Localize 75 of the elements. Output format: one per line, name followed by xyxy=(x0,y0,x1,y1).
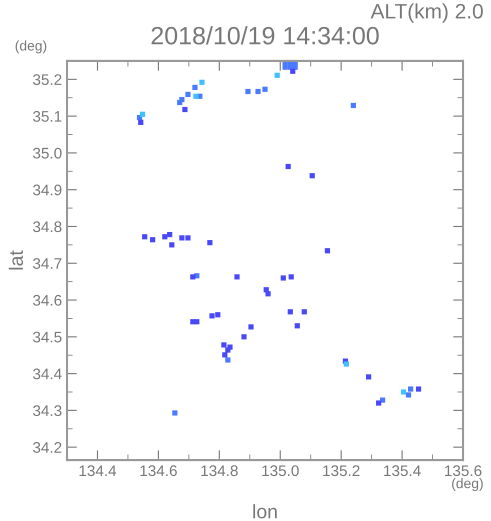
point xyxy=(199,80,205,85)
point xyxy=(248,324,254,330)
point xyxy=(185,235,191,240)
y-tick-label: 34.5 xyxy=(33,332,62,343)
y-tick-label: 34.7 xyxy=(33,258,62,269)
point xyxy=(225,357,230,363)
y-tick-label: 34.3 xyxy=(33,405,62,416)
point xyxy=(302,309,307,314)
point xyxy=(255,88,261,94)
text: (deg) xyxy=(452,478,483,492)
point xyxy=(138,120,144,125)
x-tick-label: 135.4 xyxy=(384,465,421,476)
point xyxy=(167,232,172,238)
point xyxy=(376,400,382,406)
point xyxy=(288,274,294,280)
point xyxy=(310,173,315,178)
point xyxy=(282,64,288,70)
text: (deg) xyxy=(16,40,46,54)
y-tick-label: 35.2 xyxy=(33,74,62,86)
point xyxy=(416,386,422,392)
point xyxy=(140,112,146,117)
point xyxy=(234,274,240,280)
point xyxy=(350,102,356,108)
point xyxy=(209,313,215,318)
y-tick-label: 34.4 xyxy=(33,368,62,380)
y-tick-label: 35.1 xyxy=(33,111,62,122)
text: ALT(km) 2.0 xyxy=(370,3,483,23)
point xyxy=(294,323,300,328)
point xyxy=(169,242,174,248)
x-tick-label: 134.6 xyxy=(140,465,177,476)
point xyxy=(182,106,188,112)
point xyxy=(290,68,296,74)
point xyxy=(185,92,191,98)
point xyxy=(194,319,200,324)
x-tick-label: 135.0 xyxy=(262,465,299,476)
point xyxy=(193,94,198,99)
point xyxy=(245,88,251,94)
x-tick-label: 135.6 xyxy=(445,465,482,476)
y-axis-title: lat xyxy=(8,250,24,270)
y-tick-label: 35.0 xyxy=(33,148,62,159)
point xyxy=(177,100,182,106)
point xyxy=(221,342,226,348)
point xyxy=(142,234,148,240)
point xyxy=(401,389,406,395)
point xyxy=(222,352,228,358)
point xyxy=(408,386,414,392)
point xyxy=(190,274,196,280)
point xyxy=(207,240,212,246)
point xyxy=(406,392,412,398)
point xyxy=(288,309,293,314)
point xyxy=(366,374,372,380)
point xyxy=(179,235,184,240)
point xyxy=(286,164,291,170)
x-tick-label: 134.4 xyxy=(80,465,116,476)
x-tick-label: 134.8 xyxy=(201,465,238,476)
y-tick-label: 34.8 xyxy=(33,221,62,232)
x-tick-label: 135.2 xyxy=(323,465,360,476)
point xyxy=(162,234,168,240)
y-tick-label: 34.6 xyxy=(33,294,62,306)
y-tick-label: 34.9 xyxy=(33,184,62,196)
chart-title: 2018/10/19 14:34:00 xyxy=(152,26,379,45)
point xyxy=(344,361,349,367)
point xyxy=(225,347,230,353)
point xyxy=(150,237,156,242)
point xyxy=(280,275,286,281)
x-axis-title: lon xyxy=(253,504,277,518)
point xyxy=(324,248,330,254)
point xyxy=(274,72,280,78)
point xyxy=(265,291,271,296)
y-tick-label: 34.2 xyxy=(33,442,62,453)
point xyxy=(241,334,247,340)
point xyxy=(262,86,268,92)
point xyxy=(215,312,220,318)
point xyxy=(172,410,178,416)
point xyxy=(192,84,198,90)
